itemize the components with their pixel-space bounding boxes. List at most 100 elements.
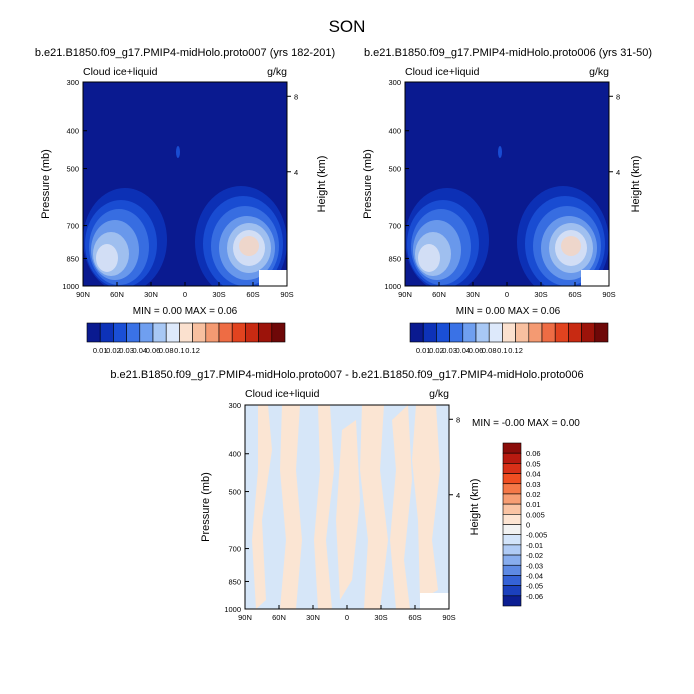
y-tick-label: 850 — [228, 577, 241, 586]
colorbar-swatch — [271, 322, 286, 343]
colorbar-swatch — [165, 322, 180, 343]
colorbar-label: -0.005 — [526, 531, 547, 540]
colorbar-swatch — [488, 322, 503, 343]
y-tick-label: 300 — [66, 78, 79, 87]
colorbar-label: 0.08 — [159, 346, 174, 355]
x-tick-label: 30N — [306, 613, 320, 622]
x-tick-label: 60S — [568, 290, 581, 299]
panel-b-stats: MIN = 0.00 MAX = 0.06 — [456, 306, 561, 317]
colorbar-swatch — [502, 534, 522, 546]
colorbar-label: -0.04 — [526, 571, 543, 580]
panel-a-title: b.e21.B1850.f09_g17.PMIP4-midHolo.proto0… — [35, 47, 335, 59]
panel-a-variable: Cloud ice+liquid — [83, 66, 158, 78]
colorbar-label: -0.06 — [526, 592, 543, 601]
colorbar-swatch — [502, 503, 522, 515]
colorbar-label: 0.005 — [526, 510, 545, 519]
colorbar-label: 0.03 — [526, 480, 541, 489]
colorbar-swatch — [502, 524, 522, 535]
panel-a-units: g/kg — [267, 66, 287, 78]
panel-b-ylabel-right: Height (km) — [630, 156, 642, 213]
colorbar-swatch — [554, 322, 569, 343]
colorbar-swatch — [258, 322, 273, 343]
panel-c-units: g/kg — [429, 388, 449, 400]
colorbar-label: 0.03 — [119, 346, 134, 355]
colorbar-swatch — [502, 514, 522, 525]
panel-a-ticks: 90N 60N 30N 0 30S 60S 90S 300 400 500 700 850 1000 8 4 — [62, 78, 298, 299]
colorbar-swatch — [594, 322, 609, 343]
colorbar-label: 0.1 — [497, 346, 507, 355]
colorbar-label: 0.05 — [526, 459, 541, 468]
colorbar-swatch — [502, 452, 522, 464]
colorbar-diff: 0.060.050.040.030.020.010.0050-0.005-0.0… — [502, 442, 547, 607]
x-tick-label: 90N — [238, 613, 252, 622]
x-tick-label: 30S — [374, 613, 387, 622]
y-tick-label: 700 — [228, 545, 241, 554]
colorbar-swatch — [502, 575, 522, 586]
x-tick-label: 60S — [246, 290, 259, 299]
figure-title: SON — [329, 17, 366, 36]
colorbar-swatch — [502, 473, 522, 485]
colorbar-a: 0.010.020.030.040.060.08 0.1 0.12 — [86, 322, 286, 355]
colorbar-swatch — [541, 322, 556, 343]
colorbar-label: 0.12 — [185, 346, 200, 355]
colorbar-label: -0.03 — [526, 561, 543, 570]
colorbar-swatch — [475, 322, 490, 343]
x-tick-label: 30N — [466, 290, 480, 299]
colorbar-swatch — [231, 322, 246, 343]
x-tick-label: 90N — [398, 290, 412, 299]
colorbar-label: 0 — [526, 521, 530, 530]
x-tick-label: 30S — [534, 290, 547, 299]
colorbar-label: 0.02 — [526, 490, 541, 499]
colorbar-label: 0.06 — [469, 346, 484, 355]
colorbar-label: -0.01 — [526, 541, 543, 550]
y-tick-label: 1000 — [62, 282, 79, 291]
colorbar-swatch — [126, 322, 141, 343]
y-tick-label: 700 — [388, 222, 401, 231]
x-tick-label: 90N — [76, 290, 90, 299]
x-tick-label: 60N — [272, 613, 286, 622]
y-tick-label: 700 — [66, 222, 79, 231]
panel-c-ylabel-right: Height (km) — [469, 479, 481, 536]
colorbar-label: 0.08 — [482, 346, 497, 355]
colorbar-label: 0.01 — [416, 346, 431, 355]
colorbar-label: 0.01 — [93, 346, 108, 355]
y-tick-label: 850 — [388, 254, 401, 263]
colorbar-swatch — [192, 322, 207, 343]
colorbar-label: 0.06 — [146, 346, 161, 355]
colorbar-swatch — [568, 322, 582, 343]
colorbar-swatch — [581, 322, 596, 343]
x-tick-label: 0 — [183, 290, 187, 299]
y-right-tick-label: 4 — [456, 491, 460, 500]
colorbar-swatch — [502, 483, 522, 495]
panel-b-ticks: 90N 60N 30N 0 30S 60S 90S 300 400 500 700 850 1000 8 4 — [384, 78, 620, 299]
colorbar-label: -0.05 — [526, 582, 543, 591]
panel-a-field — [83, 82, 287, 286]
colorbar-swatch — [528, 322, 543, 343]
y-tick-label: 300 — [388, 78, 401, 87]
panel-c-title: b.e21.B1850.f09_g17.PMIP4-midHolo.proto0… — [110, 369, 583, 381]
colorbar-label: 0.06 — [526, 449, 541, 458]
x-tick-label: 90S — [602, 290, 615, 299]
colorbar-swatch — [502, 493, 522, 505]
y-tick-label: 1000 — [384, 282, 401, 291]
y-tick-label: 850 — [66, 254, 79, 263]
panel-c-field — [245, 405, 449, 609]
panel-c: b.e21.B1850.f09_g17.PMIP4-midHolo.proto0… — [110, 369, 583, 622]
x-tick-label: 60N — [110, 290, 124, 299]
colorbar-b: 0.010.020.030.040.060.08 0.1 0.12 — [409, 322, 609, 355]
y-tick-label: 1000 — [224, 605, 241, 614]
colorbar-swatch — [462, 322, 477, 343]
panel-b-field — [405, 82, 609, 286]
colorbar-label: 0.04 — [526, 470, 541, 479]
x-tick-label: 0 — [345, 613, 349, 622]
y-tick-label: 500 — [228, 488, 241, 497]
y-tick-label: 300 — [228, 401, 241, 410]
y-tick-label: 500 — [66, 165, 79, 174]
colorbar-swatch — [502, 463, 522, 474]
y-tick-label: 400 — [66, 127, 79, 136]
colorbar-swatch — [502, 442, 522, 454]
panel-b-variable: Cloud ice+liquid — [405, 66, 480, 78]
x-tick-label: 60N — [432, 290, 446, 299]
colorbar-label: 0.02 — [106, 346, 121, 355]
